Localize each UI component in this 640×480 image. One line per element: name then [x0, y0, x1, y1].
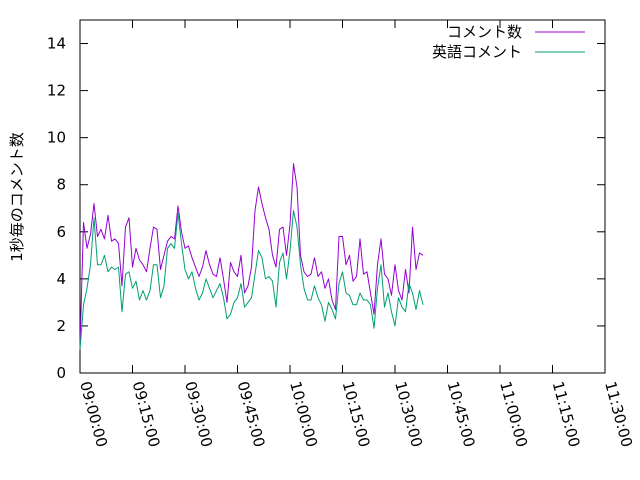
x-tick-label: 10:30:00	[391, 379, 426, 449]
y-tick-label: 12	[47, 82, 66, 100]
plot-frame	[79, 19, 606, 374]
y-tick-label: 14	[47, 35, 66, 53]
x-tick-label: 10:00:00	[286, 379, 321, 449]
legend-label: 英語コメント	[432, 43, 522, 61]
x-tick-label: 10:45:00	[444, 379, 479, 449]
series-line	[79, 210, 424, 350]
legend-label: コメント数	[447, 23, 522, 41]
y-tick-label: 10	[47, 129, 66, 147]
x-tick-label: 11:00:00	[496, 379, 531, 449]
y-tick-label: 8	[56, 176, 66, 194]
y-tick-label: 0	[56, 364, 66, 382]
x-tick-label: 10:15:00	[339, 379, 374, 449]
x-tick-label: 11:15:00	[549, 379, 584, 449]
y-axis-label: 1秒毎のコメント数	[8, 132, 26, 262]
y-tick-label: 6	[56, 223, 66, 241]
x-tick-label: 09:00:00	[76, 379, 111, 449]
y-tick-label: 4	[56, 270, 66, 288]
x-tick-label: 09:45:00	[234, 379, 269, 449]
y-tick-label: 2	[56, 317, 66, 335]
x-tick-label: 09:15:00	[129, 379, 164, 449]
y-axis: 0 2 4 6 8 10 12 14	[47, 35, 605, 382]
x-tick-label: 11:30:00	[601, 379, 636, 449]
series-layer	[79, 163, 424, 350]
x-axis: 09:00:00 09:15:00 09:30:00 09:45:00 10:00:00…	[76, 20, 636, 449]
x-tick-label: 09:30:00	[181, 379, 216, 449]
series-line	[79, 163, 424, 348]
